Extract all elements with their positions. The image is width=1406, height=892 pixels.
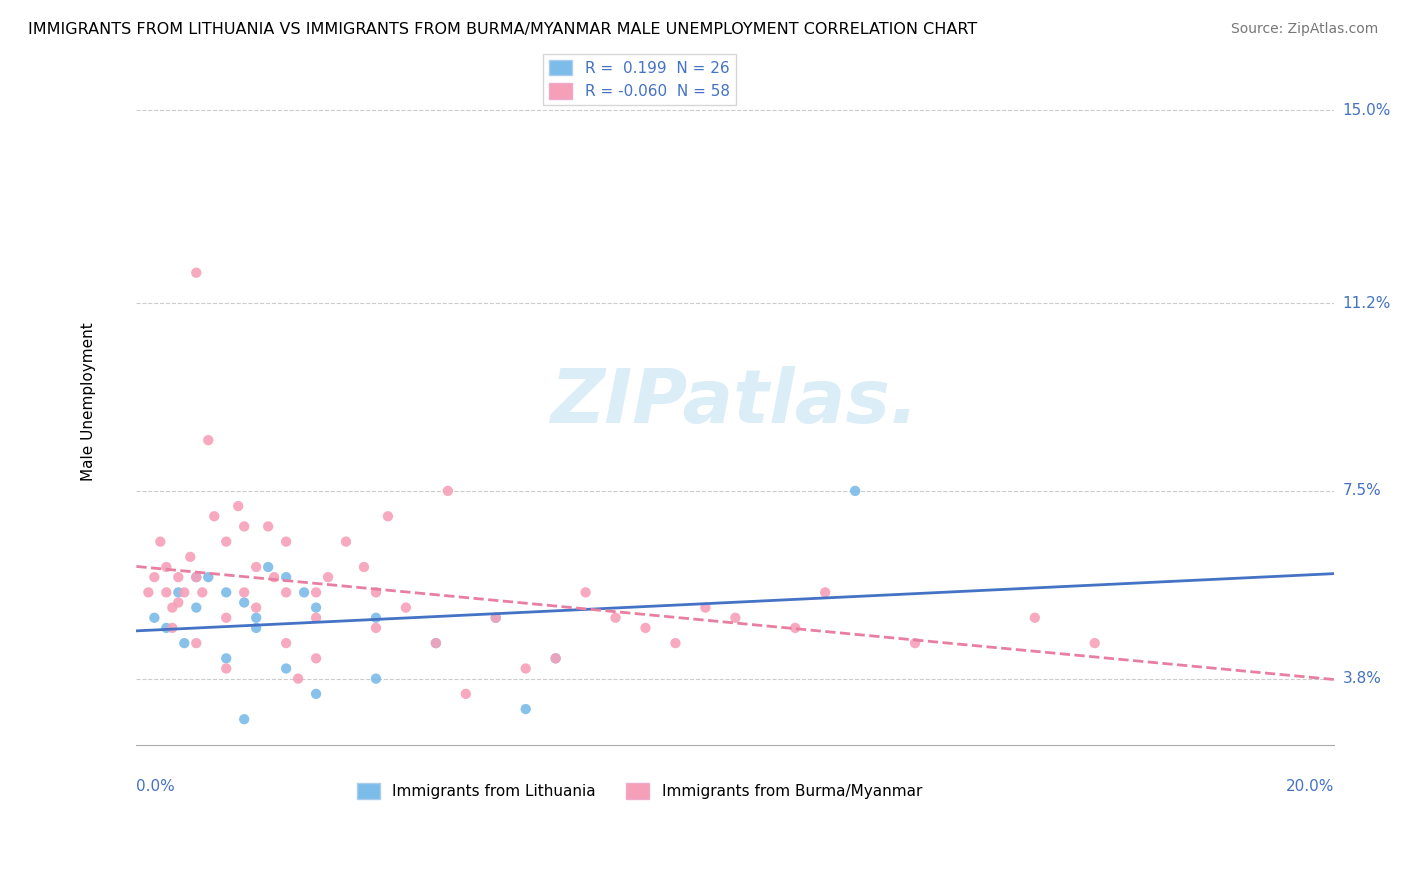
Point <box>305 651 328 665</box>
Point <box>233 519 256 533</box>
Point <box>695 600 717 615</box>
Point <box>425 636 447 650</box>
Point <box>155 621 177 635</box>
Point <box>305 600 328 615</box>
Point <box>485 611 508 625</box>
Point <box>233 585 256 599</box>
Point <box>143 570 166 584</box>
Point <box>353 560 375 574</box>
Point <box>785 621 807 635</box>
Point <box>276 570 298 584</box>
Point <box>138 585 160 599</box>
Point <box>179 549 201 564</box>
Point <box>316 570 339 584</box>
Point <box>143 611 166 625</box>
Point <box>186 570 208 584</box>
Point <box>1084 636 1107 650</box>
Point <box>215 585 238 599</box>
Point <box>515 661 537 675</box>
Point <box>162 600 184 615</box>
Text: 20.0%: 20.0% <box>1286 779 1334 794</box>
Point <box>257 519 280 533</box>
Point <box>215 651 238 665</box>
Point <box>162 621 184 635</box>
Point <box>634 621 657 635</box>
Point <box>167 570 190 584</box>
Point <box>305 611 328 625</box>
Point <box>215 534 238 549</box>
Point <box>276 661 298 675</box>
Point <box>364 621 387 635</box>
Point <box>186 636 208 650</box>
Point <box>197 433 219 447</box>
Point <box>425 636 447 650</box>
Text: 15.0%: 15.0% <box>1343 103 1391 118</box>
Point <box>155 560 177 574</box>
Point <box>276 534 298 549</box>
Text: IMMIGRANTS FROM LITHUANIA VS IMMIGRANTS FROM BURMA/MYANMAR MALE UNEMPLOYMENT COR: IMMIGRANTS FROM LITHUANIA VS IMMIGRANTS … <box>28 22 977 37</box>
Point <box>245 611 267 625</box>
Point <box>215 661 238 675</box>
Point <box>215 611 238 625</box>
Point <box>814 585 837 599</box>
Text: 0.0%: 0.0% <box>136 779 176 794</box>
Point <box>904 636 927 650</box>
Text: 11.2%: 11.2% <box>1343 295 1391 310</box>
Point <box>263 570 285 584</box>
Point <box>173 636 195 650</box>
Point <box>1024 611 1046 625</box>
Point <box>186 266 208 280</box>
Point <box>544 651 567 665</box>
Point <box>276 585 298 599</box>
Text: ZIPatlas.: ZIPatlas. <box>551 366 920 439</box>
Point <box>245 600 267 615</box>
Point <box>724 611 747 625</box>
Point <box>395 600 418 615</box>
Point <box>454 687 477 701</box>
Point <box>257 560 280 574</box>
Point <box>245 560 267 574</box>
Point <box>292 585 315 599</box>
Point <box>167 595 190 609</box>
Point <box>186 600 208 615</box>
Point <box>377 509 399 524</box>
Point <box>155 585 177 599</box>
Point <box>335 534 357 549</box>
Point <box>186 570 208 584</box>
Point <box>226 499 249 513</box>
Point <box>364 672 387 686</box>
Point <box>202 509 225 524</box>
Point <box>173 585 195 599</box>
Point <box>233 712 256 726</box>
Point <box>245 621 267 635</box>
Point <box>664 636 686 650</box>
Point <box>149 534 172 549</box>
Legend: Immigrants from Lithuania, Immigrants from Burma/Myanmar: Immigrants from Lithuania, Immigrants fr… <box>352 777 928 805</box>
Point <box>544 651 567 665</box>
Point <box>287 672 309 686</box>
Text: Male Unemployment: Male Unemployment <box>82 323 96 482</box>
Point <box>364 585 387 599</box>
Point <box>276 636 298 650</box>
Point <box>605 611 627 625</box>
Point <box>437 483 460 498</box>
Point <box>364 611 387 625</box>
Point <box>575 585 598 599</box>
Point <box>191 585 214 599</box>
Text: Source: ZipAtlas.com: Source: ZipAtlas.com <box>1230 22 1378 37</box>
Text: 3.8%: 3.8% <box>1343 671 1382 686</box>
Point <box>485 611 508 625</box>
Point <box>305 585 328 599</box>
Point <box>515 702 537 716</box>
Point <box>167 585 190 599</box>
Point <box>305 687 328 701</box>
Point <box>197 570 219 584</box>
Text: 7.5%: 7.5% <box>1343 483 1381 499</box>
Point <box>233 595 256 609</box>
Point <box>844 483 866 498</box>
